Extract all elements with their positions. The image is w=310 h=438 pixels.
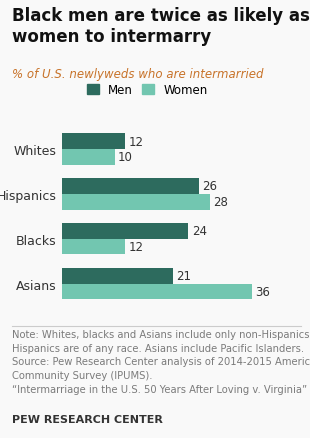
Text: 10: 10	[118, 151, 133, 164]
Text: 21: 21	[176, 270, 191, 283]
Bar	[62, 134, 125, 150]
Bar	[62, 223, 188, 239]
Bar	[62, 284, 252, 300]
Bar	[62, 179, 199, 194]
Bar	[62, 194, 210, 210]
Text: 26: 26	[202, 180, 217, 193]
Text: 36: 36	[255, 286, 270, 298]
Text: PEW RESEARCH CENTER: PEW RESEARCH CENTER	[12, 414, 163, 424]
Bar	[62, 150, 115, 165]
Legend: Men, Women: Men, Women	[87, 84, 208, 97]
Text: 12: 12	[128, 135, 144, 148]
Bar	[62, 268, 173, 284]
Text: 12: 12	[128, 240, 144, 254]
Bar	[62, 239, 125, 255]
Text: Black men are twice as likely as black
women to intermarry: Black men are twice as likely as black w…	[12, 7, 310, 46]
Text: 24: 24	[192, 225, 207, 238]
Text: 28: 28	[213, 196, 228, 209]
Text: % of U.S. newlyweds who are intermarried: % of U.S. newlyweds who are intermarried	[12, 68, 264, 81]
Text: Note: Whites, blacks and Asians include only non-Hispanics.
Hispanics are of any: Note: Whites, blacks and Asians include …	[12, 329, 310, 394]
